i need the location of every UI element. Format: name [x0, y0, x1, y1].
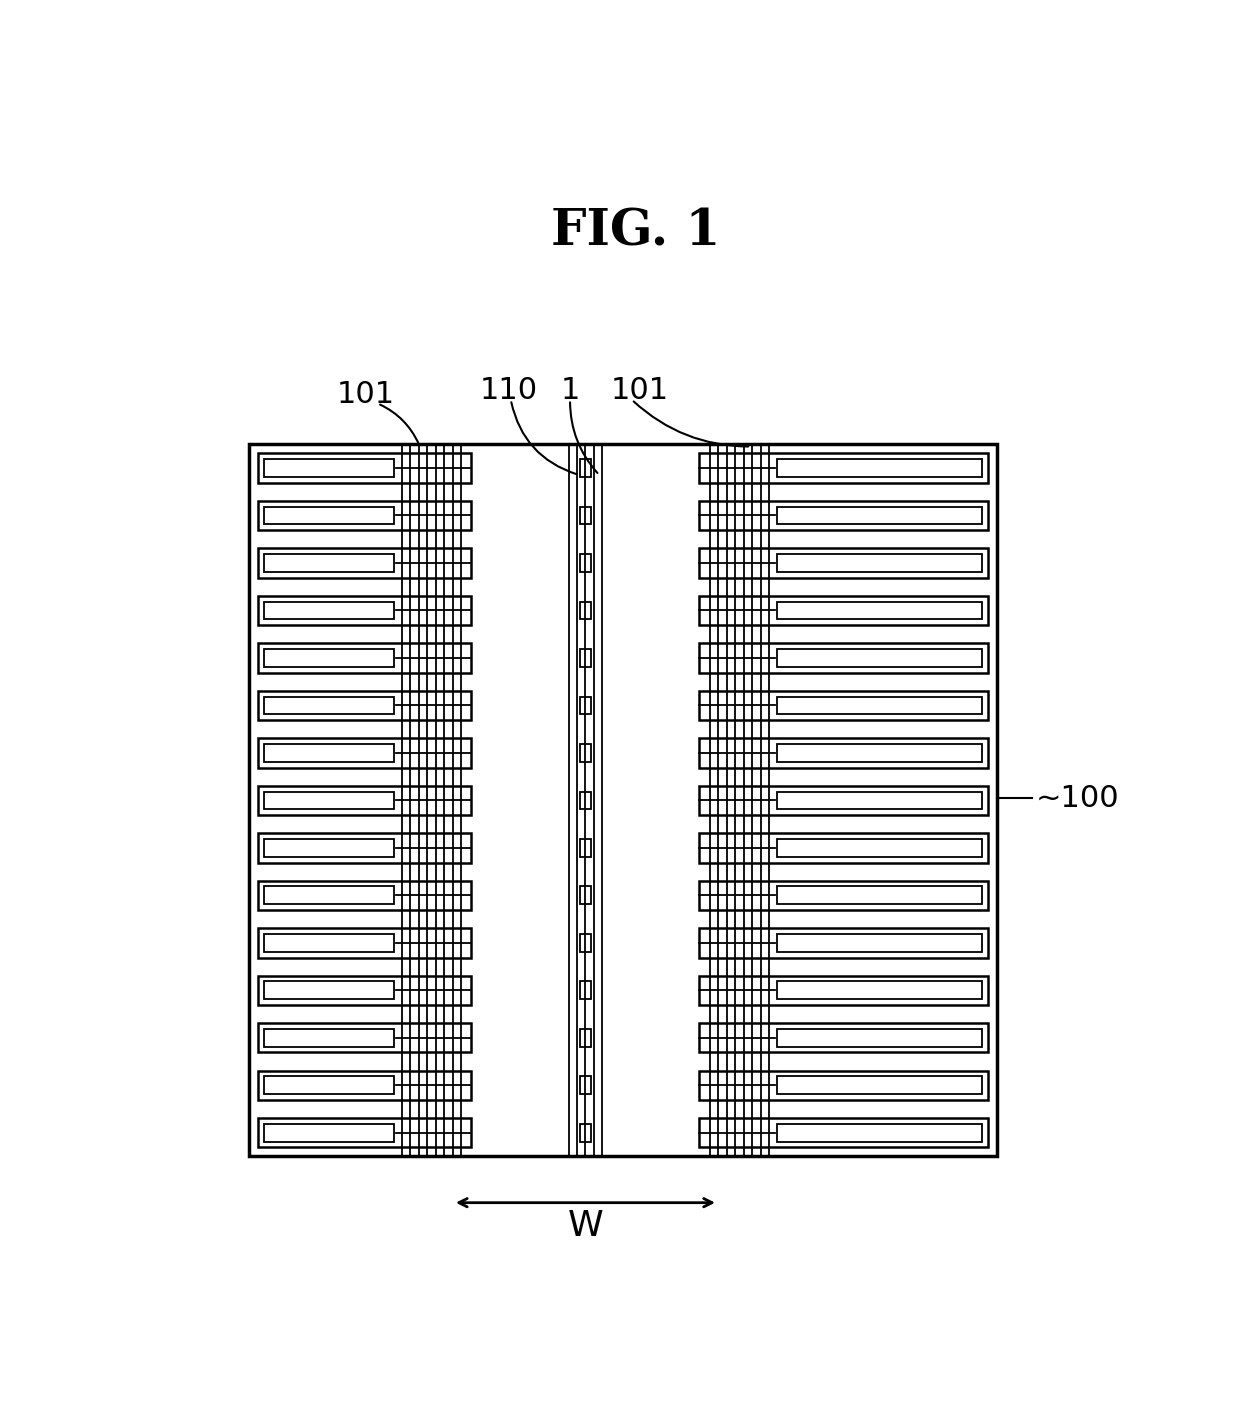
Bar: [777, 459, 982, 477]
Bar: [579, 1077, 591, 1094]
Bar: [777, 1124, 982, 1142]
Bar: [699, 691, 988, 721]
Bar: [264, 792, 394, 809]
Bar: [579, 743, 591, 762]
Bar: [264, 1124, 394, 1142]
Bar: [264, 743, 394, 762]
Text: FIG. 1: FIG. 1: [551, 208, 720, 256]
Bar: [258, 1022, 471, 1052]
Bar: [777, 507, 982, 524]
Bar: [264, 981, 394, 1000]
Bar: [699, 1118, 988, 1148]
Bar: [699, 595, 988, 625]
Bar: [258, 928, 471, 957]
Bar: [258, 1071, 471, 1099]
Bar: [579, 981, 591, 1000]
Bar: [777, 792, 982, 809]
Bar: [264, 459, 394, 477]
Bar: [777, 934, 982, 951]
Bar: [699, 453, 988, 483]
Bar: [579, 887, 591, 904]
Bar: [777, 1030, 982, 1047]
Bar: [699, 975, 988, 1005]
Bar: [258, 975, 471, 1005]
Bar: [777, 743, 982, 762]
Bar: [777, 839, 982, 857]
Bar: [777, 554, 982, 572]
Bar: [699, 786, 988, 815]
Bar: [699, 501, 988, 530]
Bar: [264, 554, 394, 572]
Bar: [258, 738, 471, 768]
Bar: [264, 696, 394, 715]
Bar: [258, 595, 471, 625]
Text: 110: 110: [480, 376, 537, 404]
Text: ~100: ~100: [1035, 785, 1120, 813]
Bar: [579, 601, 591, 619]
Text: 101: 101: [337, 380, 396, 409]
Bar: [258, 786, 471, 815]
Bar: [258, 1118, 471, 1148]
Bar: [699, 548, 988, 578]
Bar: [264, 934, 394, 951]
Bar: [258, 644, 471, 672]
Bar: [258, 880, 471, 910]
Bar: [579, 554, 591, 572]
Bar: [579, 1124, 591, 1142]
Bar: [777, 601, 982, 619]
Bar: [777, 981, 982, 1000]
Bar: [258, 548, 471, 578]
Bar: [699, 644, 988, 672]
Bar: [777, 1077, 982, 1094]
Bar: [579, 507, 591, 524]
Bar: [699, 1022, 988, 1052]
Bar: [579, 696, 591, 715]
Bar: [264, 649, 394, 666]
Text: 1: 1: [560, 376, 580, 404]
Bar: [258, 691, 471, 721]
Bar: [579, 649, 591, 666]
Bar: [699, 1071, 988, 1099]
Bar: [264, 507, 394, 524]
Bar: [699, 738, 988, 768]
Bar: [264, 887, 394, 904]
Bar: [579, 839, 591, 857]
Bar: [264, 839, 394, 857]
Bar: [579, 1030, 591, 1047]
Bar: [579, 792, 591, 809]
Bar: [579, 934, 591, 951]
Text: 101: 101: [610, 376, 668, 404]
Bar: [249, 444, 997, 1156]
Bar: [777, 696, 982, 715]
Bar: [699, 928, 988, 957]
Bar: [264, 1077, 394, 1094]
Bar: [777, 649, 982, 666]
Bar: [258, 833, 471, 863]
Bar: [699, 833, 988, 863]
Bar: [579, 459, 591, 477]
Text: W: W: [568, 1209, 604, 1243]
Bar: [264, 601, 394, 619]
Bar: [699, 880, 988, 910]
Bar: [258, 453, 471, 483]
Bar: [264, 1030, 394, 1047]
Bar: [777, 887, 982, 904]
Bar: [258, 501, 471, 530]
